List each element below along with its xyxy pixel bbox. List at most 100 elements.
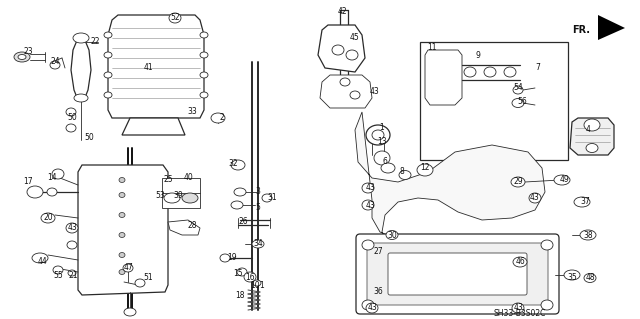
FancyBboxPatch shape xyxy=(356,234,559,314)
Ellipse shape xyxy=(252,240,264,248)
Text: 30: 30 xyxy=(387,231,397,240)
Text: 23: 23 xyxy=(23,48,33,56)
Polygon shape xyxy=(78,165,168,295)
Text: 5: 5 xyxy=(255,204,260,212)
Ellipse shape xyxy=(484,67,496,77)
Text: 43: 43 xyxy=(365,183,375,192)
Text: 13: 13 xyxy=(377,137,387,146)
Text: 26: 26 xyxy=(238,218,248,226)
Ellipse shape xyxy=(340,78,350,86)
Text: 36: 36 xyxy=(373,287,383,296)
Ellipse shape xyxy=(574,197,590,207)
Ellipse shape xyxy=(346,50,358,60)
Ellipse shape xyxy=(362,183,374,193)
Ellipse shape xyxy=(119,212,125,218)
Polygon shape xyxy=(168,220,200,235)
Text: 45: 45 xyxy=(350,33,360,42)
Text: 4: 4 xyxy=(586,125,591,135)
Ellipse shape xyxy=(513,257,527,267)
Text: 53: 53 xyxy=(155,190,165,199)
Ellipse shape xyxy=(386,231,398,240)
Text: 2: 2 xyxy=(220,114,225,122)
Text: 8: 8 xyxy=(399,167,404,176)
Ellipse shape xyxy=(220,254,230,262)
Text: 12: 12 xyxy=(420,164,429,173)
Text: 55: 55 xyxy=(53,271,63,279)
Ellipse shape xyxy=(66,124,76,132)
Text: 7: 7 xyxy=(536,63,540,72)
Polygon shape xyxy=(318,25,365,72)
Ellipse shape xyxy=(564,270,580,280)
Text: 3: 3 xyxy=(255,188,260,197)
Text: 43: 43 xyxy=(67,224,77,233)
Ellipse shape xyxy=(231,160,245,170)
Ellipse shape xyxy=(211,113,225,123)
Ellipse shape xyxy=(262,194,272,202)
FancyBboxPatch shape xyxy=(367,243,548,305)
Ellipse shape xyxy=(53,266,63,274)
Ellipse shape xyxy=(66,108,76,116)
Text: 50: 50 xyxy=(67,114,77,122)
Bar xyxy=(420,42,568,160)
Ellipse shape xyxy=(253,280,261,286)
Text: FR.: FR. xyxy=(572,25,590,35)
Text: 15: 15 xyxy=(233,269,243,278)
Ellipse shape xyxy=(554,175,570,185)
Ellipse shape xyxy=(18,55,26,60)
Ellipse shape xyxy=(200,72,208,78)
Text: 34: 34 xyxy=(253,240,263,249)
Text: 6: 6 xyxy=(383,158,387,167)
Ellipse shape xyxy=(164,193,180,203)
Text: 44: 44 xyxy=(37,257,47,266)
Ellipse shape xyxy=(67,241,77,249)
Ellipse shape xyxy=(529,193,541,203)
Ellipse shape xyxy=(586,144,598,152)
Bar xyxy=(162,178,200,208)
Ellipse shape xyxy=(362,240,374,250)
Ellipse shape xyxy=(14,52,30,62)
Text: 18: 18 xyxy=(236,291,244,300)
Text: 43: 43 xyxy=(513,303,523,313)
Ellipse shape xyxy=(244,272,256,282)
Text: 22: 22 xyxy=(90,38,100,47)
Text: 17: 17 xyxy=(23,177,33,187)
Text: 32: 32 xyxy=(228,159,238,167)
Polygon shape xyxy=(320,75,372,108)
Text: 14: 14 xyxy=(47,174,57,182)
Ellipse shape xyxy=(104,32,112,38)
Ellipse shape xyxy=(231,201,243,209)
Text: 43: 43 xyxy=(370,87,380,97)
Ellipse shape xyxy=(200,52,208,58)
Text: 1: 1 xyxy=(260,280,264,290)
Ellipse shape xyxy=(41,213,55,223)
Ellipse shape xyxy=(580,230,596,240)
Ellipse shape xyxy=(513,86,523,94)
Text: 28: 28 xyxy=(188,220,196,229)
Ellipse shape xyxy=(372,130,384,140)
Ellipse shape xyxy=(123,264,133,272)
Text: 21: 21 xyxy=(68,271,77,279)
Ellipse shape xyxy=(119,192,125,197)
Text: 40: 40 xyxy=(183,173,193,182)
Ellipse shape xyxy=(73,33,89,43)
Ellipse shape xyxy=(119,233,125,238)
Ellipse shape xyxy=(511,177,525,187)
Ellipse shape xyxy=(47,188,57,196)
Ellipse shape xyxy=(32,253,48,263)
Polygon shape xyxy=(570,118,614,155)
Ellipse shape xyxy=(374,151,390,165)
Ellipse shape xyxy=(399,170,411,180)
Text: 29: 29 xyxy=(513,177,523,187)
Text: 31: 31 xyxy=(267,194,277,203)
Ellipse shape xyxy=(512,99,524,108)
Ellipse shape xyxy=(119,177,125,182)
Ellipse shape xyxy=(504,67,516,77)
Text: 1: 1 xyxy=(380,123,385,132)
Text: 43: 43 xyxy=(530,194,540,203)
Ellipse shape xyxy=(584,119,600,131)
Ellipse shape xyxy=(417,164,433,176)
FancyBboxPatch shape xyxy=(388,253,527,295)
Ellipse shape xyxy=(350,91,360,99)
Text: 42: 42 xyxy=(337,8,347,17)
Text: 39: 39 xyxy=(173,190,183,199)
